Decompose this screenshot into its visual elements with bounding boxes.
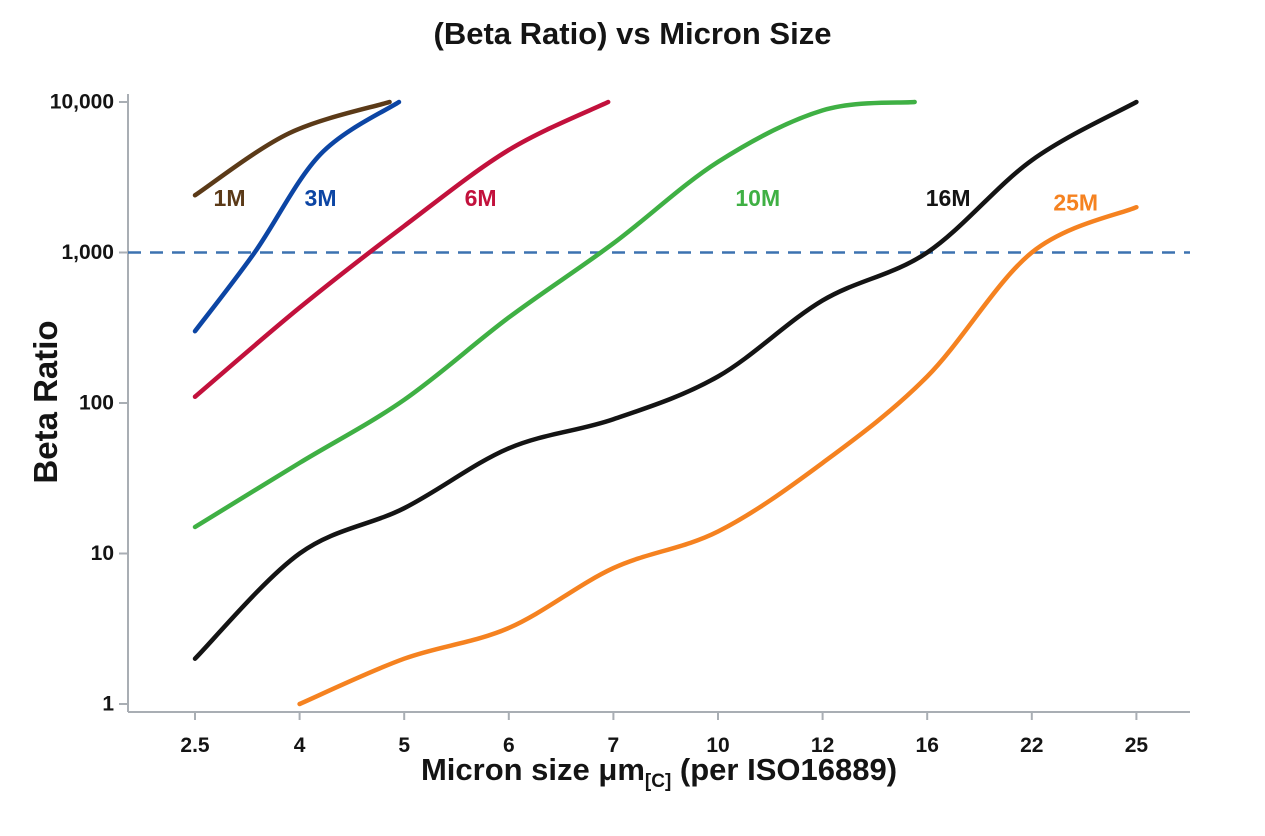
series-line-6M xyxy=(192,99,611,400)
y-tick-label: 1,000 xyxy=(61,241,114,264)
series-line-25M xyxy=(297,204,1139,707)
series-label-1M: 1M xyxy=(214,185,246,211)
x-tick-label: 25 xyxy=(1125,734,1149,757)
x-tick-label: 7 xyxy=(608,734,620,757)
x-tick-label: 4 xyxy=(294,734,306,757)
series-label-6M: 6M xyxy=(465,185,497,211)
x-axis-label-main: Micron size μm xyxy=(420,752,645,787)
y-tick-label: 10,000 xyxy=(50,91,114,114)
x-tick-label: 2.5 xyxy=(180,734,210,757)
chart-title: (Beta Ratio) vs Micron Size xyxy=(433,16,832,51)
x-axis-label-suffix: (per ISO16889) xyxy=(671,752,898,787)
series-label-25M: 25M xyxy=(1053,189,1098,215)
x-axis-label: Micron size μm[C] (per ISO16889) xyxy=(128,752,1190,793)
series-line-10M xyxy=(192,99,917,530)
y-tick-label: 1 xyxy=(102,693,114,716)
x-tick-label: 10 xyxy=(706,734,729,757)
series-line-16M xyxy=(192,99,1139,661)
y-tick-label: 10 xyxy=(91,542,114,565)
series-line-1M xyxy=(192,99,392,198)
x-tick-label: 6 xyxy=(503,734,515,757)
series-group xyxy=(192,99,1139,707)
series-label-3M: 3M xyxy=(305,185,337,211)
x-tick-label: 22 xyxy=(1020,734,1043,757)
x-tick-label: 16 xyxy=(916,734,939,757)
series-line-3M xyxy=(192,99,402,334)
y-tick-label: 100 xyxy=(79,392,114,415)
x-tick-label: 5 xyxy=(398,734,410,757)
x-axis-label-subscript: [C] xyxy=(644,771,672,793)
series-label-16M: 16M xyxy=(926,185,971,211)
x-tick-label: 12 xyxy=(811,734,834,757)
series-label-10M: 10M xyxy=(735,185,780,211)
